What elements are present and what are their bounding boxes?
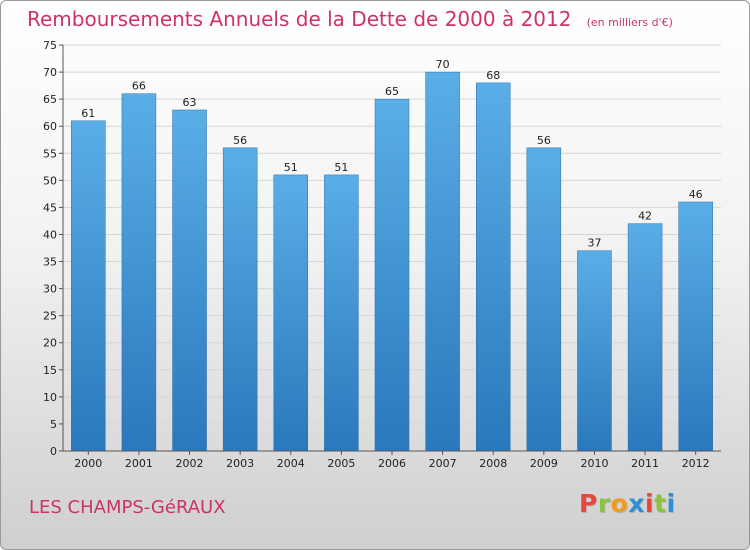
y-tick-label: 65: [43, 93, 57, 106]
y-tick-label: 5: [50, 418, 57, 431]
axes: 0 5 10 15 20 25 30 35 40 45 50 55 60 65 70 75 2000 2001 20…: [43, 39, 721, 470]
x-tick-label-2004: 2004: [277, 457, 305, 470]
y-tick-label: 0: [50, 445, 57, 458]
x-tick-label-2010: 2010: [580, 457, 608, 470]
x-tick-label-2006: 2006: [378, 457, 406, 470]
bar-2001: [121, 93, 157, 452]
y-tick-label: 20: [43, 337, 57, 350]
y-tick-label: 60: [43, 120, 57, 133]
value-label-2006: 65: [385, 85, 399, 98]
bar-2010: [577, 250, 612, 452]
logo-letter: o: [610, 489, 629, 518]
value-label-2009: 56: [537, 134, 551, 147]
y-tick-label: 50: [43, 174, 57, 187]
x-tick-label-2007: 2007: [429, 457, 457, 470]
y-tick-label: 70: [43, 66, 57, 79]
value-label-2010: 37: [587, 237, 601, 250]
x-tick-label-2009: 2009: [530, 457, 558, 470]
value-label-2005: 51: [334, 161, 348, 174]
logo-letter: x: [628, 489, 645, 518]
logo-letter: P: [579, 489, 598, 518]
logo-letter: r: [597, 489, 611, 518]
value-label-2011: 42: [638, 210, 652, 223]
bar-2000: [71, 120, 106, 452]
x-tick-label-2002: 2002: [176, 457, 204, 470]
chart-title: Remboursements Annuels de la Dette de 20…: [27, 7, 572, 31]
x-tick-label-2011: 2011: [631, 457, 659, 470]
bars: 61 66 63 56 51 51 65 70 68 56 37 42 46: [71, 58, 713, 452]
bar-2004: [273, 174, 309, 452]
y-tick-label: 45: [43, 201, 57, 214]
y-tick-label: 35: [43, 256, 57, 269]
bar-2008: [475, 82, 511, 452]
bar-2003: [222, 147, 258, 452]
value-label-2008: 68: [486, 69, 500, 82]
value-label-2012: 46: [689, 188, 703, 201]
bar-2007: [425, 71, 460, 452]
x-tick-label-2008: 2008: [479, 457, 507, 470]
y-tick-label: 55: [43, 147, 57, 160]
y-tick-label: 15: [43, 364, 57, 377]
logo-letter: t: [654, 489, 667, 518]
value-label-2002: 63: [183, 96, 197, 109]
x-tick-label-2005: 2005: [327, 457, 355, 470]
value-label-2003: 56: [233, 134, 247, 147]
x-tick-label-2001: 2001: [125, 457, 153, 470]
bar-2011: [627, 223, 663, 452]
y-tick-label: 25: [43, 310, 57, 323]
bar-2006: [374, 98, 410, 452]
chart-unit: (en milliers d'€): [586, 16, 673, 29]
proxiti-logo: Proxiti: [579, 489, 676, 518]
bar-2012: [678, 201, 713, 452]
y-tick-label: 75: [43, 39, 57, 52]
x-tick-label-2000: 2000: [74, 457, 102, 470]
y-tick-label: 30: [43, 283, 57, 296]
y-tick-label: 10: [43, 391, 57, 404]
value-label-2001: 66: [132, 80, 146, 93]
bar-2005: [324, 174, 359, 452]
x-tick-label-2012: 2012: [682, 457, 710, 470]
value-label-2000: 61: [81, 107, 95, 120]
logo-letter: i: [645, 489, 655, 518]
bar-2009: [526, 147, 562, 452]
bar-2002: [172, 109, 207, 452]
y-tick-label: 40: [43, 228, 57, 241]
title-row: Remboursements Annuels de la Dette de 20…: [27, 7, 673, 31]
value-label-2007: 70: [436, 58, 450, 71]
x-tick-label-2003: 2003: [226, 457, 254, 470]
value-label-2004: 51: [284, 161, 298, 174]
logo-letter: i: [666, 489, 676, 518]
place-name: LES CHAMPS-GéRAUX: [29, 497, 226, 518]
